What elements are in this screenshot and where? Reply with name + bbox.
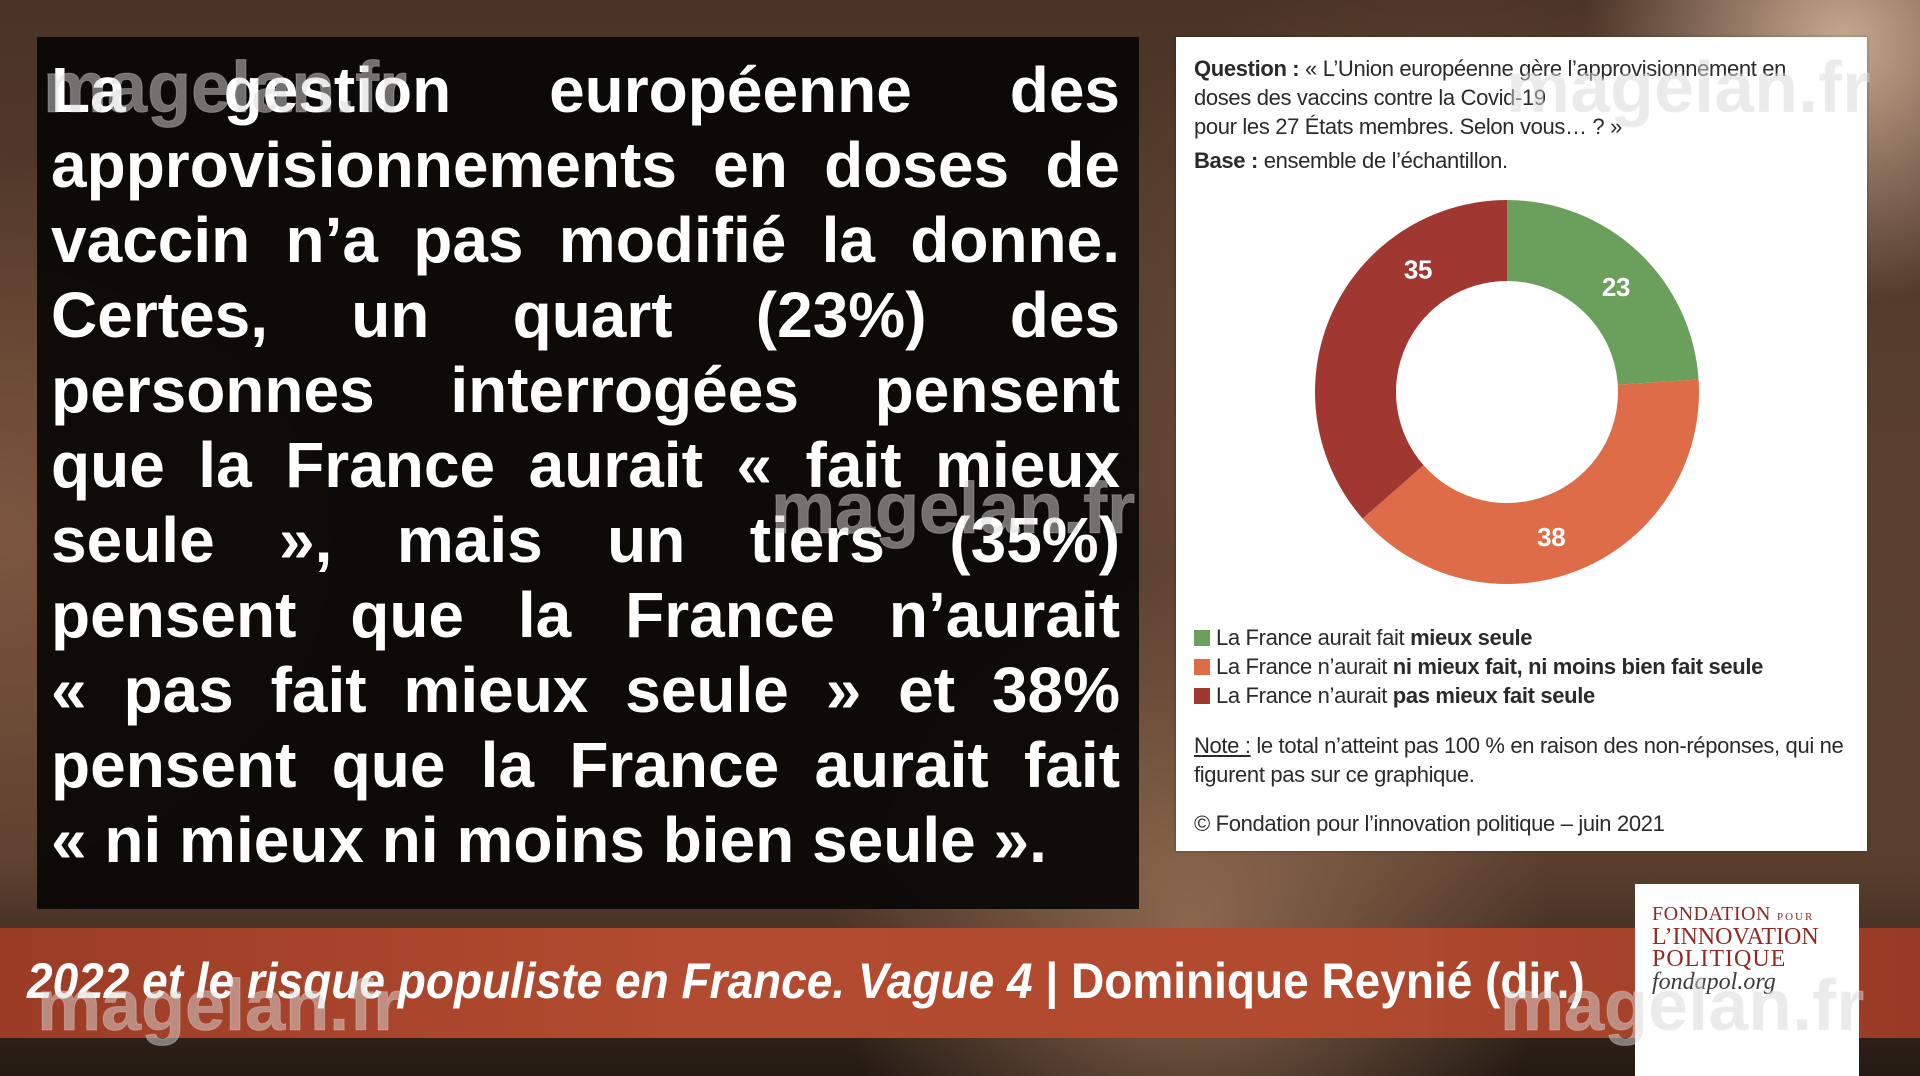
question-line: doses des vaccins contre la Covid-19 xyxy=(1194,85,1546,110)
donut-value-label: 38 xyxy=(1537,522,1565,552)
publication-title: 2022 et le risque populiste en France. V… xyxy=(27,953,1033,1009)
body-text-line: pensent que la France aurait fait xyxy=(51,729,1120,801)
legend-item: La France n’aurait ni mieux fait, ni moi… xyxy=(1194,652,1763,681)
donut-value-label: 35 xyxy=(1404,254,1432,284)
legend-label-regular: La France n’aurait xyxy=(1216,683,1393,708)
body-text-line: personnes interrogées pensent xyxy=(51,354,1120,426)
survey-question: Question : « L’Union européenne gère l’a… xyxy=(1194,54,1786,175)
body-text-line: pensent que la France n’aurait xyxy=(51,579,1120,651)
question-line: Question : « L’Union européenne gère l’a… xyxy=(1194,54,1786,83)
chart-note: Note : le total n’atteint pas 100 % en r… xyxy=(1194,731,1844,789)
logo-word-fondation: FONDATION xyxy=(1652,903,1771,925)
body-text-line: « ni mieux ni moins bien seule ». xyxy=(51,804,1047,876)
body-text-line: vaccin n’a pas modifié la donne. xyxy=(51,204,1120,276)
legend-label: La France n’aurait ni mieux fait, ni moi… xyxy=(1216,652,1763,681)
body-text-line: « pas fait mieux seule » et 38% xyxy=(51,654,1120,726)
body-text-line: La gestion européenne des xyxy=(51,54,1120,126)
body-text-line: approvisionnements en doses de xyxy=(51,129,1120,201)
logo-word-pour: POUR xyxy=(1776,911,1815,923)
logo-line: L’INNOVATION xyxy=(1652,924,1819,950)
title-separator: | xyxy=(1045,953,1059,1009)
donut-slice-1 xyxy=(1507,200,1699,385)
base-label: Base : xyxy=(1194,148,1258,173)
footer-band: 2022 et le risque populiste en France. V… xyxy=(0,928,1920,1038)
legend-label-regular: La France n’aurait xyxy=(1216,654,1393,679)
logo-url: fondapol.org xyxy=(1652,969,1776,995)
legend-label: La France n’aurait pas mieux fait seule xyxy=(1216,681,1595,710)
note-line: Note : le total n’atteint pas 100 % en r… xyxy=(1194,731,1844,760)
base-line: Base : ensemble de l’échantillon. xyxy=(1194,146,1786,175)
logo-line: FONDATION POUR xyxy=(1652,904,1814,927)
question-label: Question : xyxy=(1194,56,1300,81)
logo-line: POLITIQUE xyxy=(1652,946,1787,972)
legend-swatch xyxy=(1194,687,1210,704)
legend-swatch xyxy=(1194,629,1210,646)
chart-panel: Question : « L’Union européenne gère l’a… xyxy=(1176,37,1867,851)
donut-chart: 23 38 35 xyxy=(1315,200,1699,585)
body-text-line: que la France aurait « fait mieux xyxy=(51,429,1120,501)
legend-label: La France aurait fait mieux seule xyxy=(1216,623,1533,652)
fondapol-logo: FONDATION POUR L’INNOVATION POLITIQUE fon… xyxy=(1635,884,1859,1076)
publication-author: Dominique Reynié (dir.) xyxy=(1071,953,1585,1009)
question-line: pour les 27 États membres. Selon vous… ?… xyxy=(1194,114,1622,139)
donut-slice-3 xyxy=(1315,200,1507,519)
note-text: le total n’atteint pas 100 % en raison d… xyxy=(1256,733,1844,758)
body-text-line: Certes, un quart (23%) des xyxy=(51,279,1120,351)
donut-slice-2 xyxy=(1362,379,1699,585)
footer-title: 2022 et le risque populiste en France. V… xyxy=(27,928,1585,1038)
quote-text-box: La gestion européenne des approvisionnem… xyxy=(37,37,1139,909)
legend-swatch xyxy=(1194,658,1210,675)
chart-legend: La France aurait fait mieux seule La Fra… xyxy=(1194,623,1763,710)
legend-label-bold: pas mieux fait seule xyxy=(1392,683,1595,708)
question-text: « L’Union européenne gère l’approvisionn… xyxy=(1305,56,1787,81)
base-text: ensemble de l’échantillon. xyxy=(1263,148,1508,173)
legend-label-regular: La France aurait fait xyxy=(1216,625,1411,650)
chart-source: © Fondation pour l’innovation politique … xyxy=(1194,811,1665,836)
note-line: figurent pas sur ce graphique. xyxy=(1194,762,1475,787)
legend-item: La France aurait fait mieux seule xyxy=(1194,623,1763,652)
legend-item: La France n’aurait pas mieux fait seule xyxy=(1194,681,1763,710)
body-text-line: seule », mais un tiers (35%) xyxy=(51,504,1120,576)
legend-label-bold: mieux seule xyxy=(1410,625,1533,650)
donut-value-label: 23 xyxy=(1602,272,1630,302)
note-label: Note : xyxy=(1194,733,1251,758)
legend-label-bold: ni mieux fait, ni moins bien fait seule xyxy=(1392,654,1764,679)
